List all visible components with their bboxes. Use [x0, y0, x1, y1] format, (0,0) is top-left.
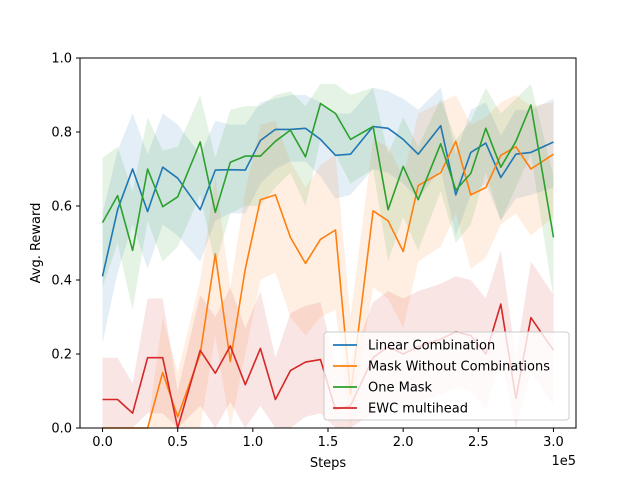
band-one-mask	[102, 83, 554, 310]
y-tick-label: 0.2	[51, 348, 72, 363]
series-lines	[101, 102, 555, 429]
line-linear-combination	[101, 124, 554, 277]
y-tick-label: 1.0	[51, 52, 72, 67]
x-tick-label: 3.0	[543, 435, 564, 450]
x-tick-label: 2.0	[393, 435, 414, 450]
legend-label-linear-combination: Linear Combination	[368, 339, 495, 354]
x-axis-label: Steps	[310, 456, 347, 471]
legend-label-ewc-multihead: EWC multihead	[368, 402, 468, 417]
x-tick-label: 2.5	[468, 435, 489, 450]
x-tick-label: 0.0	[92, 435, 113, 450]
band-mask-without-combinations	[102, 95, 554, 428]
line-one-mask	[101, 102, 555, 252]
legend-box	[323, 331, 570, 421]
y-tick-label: 0.6	[51, 200, 72, 215]
band-linear-combination	[102, 87, 554, 343]
y-tick-label: 0.0	[51, 422, 72, 437]
x-axis-ticks: 0.0 0.5 1.0 1.5 2.0 2.5 3.0	[92, 428, 564, 450]
x-tick-label: 1.5	[318, 435, 339, 450]
y-tick-label: 0.4	[51, 274, 72, 289]
x-axis-offset-label: 1e5	[551, 454, 576, 469]
y-tick-label: 0.8	[51, 126, 72, 141]
y-axis-label: Avg. Reward	[29, 203, 44, 284]
legend-label-mask-without-combinations: Mask Without Combinations	[368, 360, 550, 375]
x-tick-label: 0.5	[167, 435, 188, 450]
x-tick-label: 1.0	[243, 435, 264, 450]
y-axis-ticks: 0.0 0.2 0.4 0.6 0.8 1.0	[51, 52, 80, 437]
legend: Linear Combination Mask Without Combinati…	[323, 331, 570, 421]
legend-label-one-mask: One Mask	[368, 381, 433, 396]
